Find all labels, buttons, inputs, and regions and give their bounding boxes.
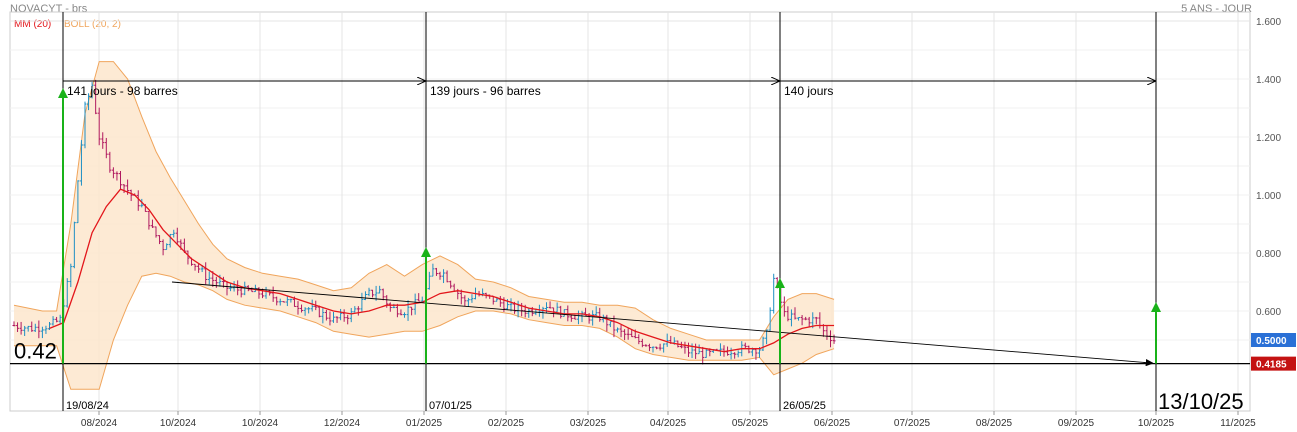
y-tick-label: 1.200 [1256,133,1281,144]
grid [9,11,1251,412]
y-tick-label: 0.600 [1256,307,1281,318]
duration-label: 140 jours [784,84,833,98]
bollinger-lower [14,272,835,390]
green-arrow-head [1151,302,1161,312]
x-tick-label: 02/2025 [488,418,525,429]
x-tick-label: 09/2025 [1058,418,1095,429]
y-tick-label: 1.000 [1256,191,1281,202]
bollinger-band [13,61,835,390]
trend-line [171,281,1154,367]
drawings: 0.42 141 jours - 98 barres 19/08/24 139 jou… [10,12,1250,414]
x-tick-label: 10/2025 [1138,418,1175,429]
last-price-value: 0.5000 [1256,336,1287,347]
moving-average [49,188,835,353]
x-tick-label: 06/2025 [814,418,851,429]
x-tick-label: 11/2025 [1220,418,1256,429]
level-text: 0.42 [14,339,57,364]
x-tick-label: 05/2025 [732,418,769,429]
level-price-value: 0.4185 [1256,360,1287,371]
green-arrow-head [421,247,431,257]
legend-ma[interactable]: MM (20) [14,19,52,30]
target-date-label: 13/10/25 [1158,389,1244,414]
last-price-tag [1251,333,1296,347]
green-arrow-head [58,88,68,98]
plot-frame [9,11,1251,412]
legend-boll[interactable]: BOLL (20, 2) [64,19,121,30]
indicator-legend: MM (20) BOLL (20, 2) [14,19,121,30]
y-tick-label: 1.400 [1256,75,1281,86]
x-tick-label: 10/2024 [160,418,197,429]
x-tick-label: 08/2025 [976,418,1013,429]
cycle-date-label: 19/08/24 [66,400,109,412]
bollinger-upper [13,61,835,341]
duration-label: 139 jours - 96 barres [430,84,541,98]
green-arrow-head [775,278,785,288]
y-tick-label: 1.600 [1256,17,1281,28]
x-tick-label: 01/2025 [406,418,443,429]
axes: 1.600 1.400 1.200 1.000 0.800 0.600 08/2024 10/… [81,17,1296,429]
x-tick-label: 04/2025 [650,418,687,429]
x-tick-label: 07/2025 [894,418,931,429]
x-tick-label: 03/2025 [570,418,607,429]
ma-line [49,188,835,353]
x-tick-label: 12/2024 [324,418,361,429]
cycle-date-label: 26/05/25 [783,400,826,412]
duration-label: 141 jours - 98 barres [67,84,178,98]
y-tick-label: 0.800 [1256,249,1281,260]
cycle-date-label: 07/01/25 [429,400,472,412]
x-tick-label: 10/2024 [242,418,279,429]
x-tick-label: 08/2024 [81,418,118,429]
level-price-tag [1251,356,1296,371]
